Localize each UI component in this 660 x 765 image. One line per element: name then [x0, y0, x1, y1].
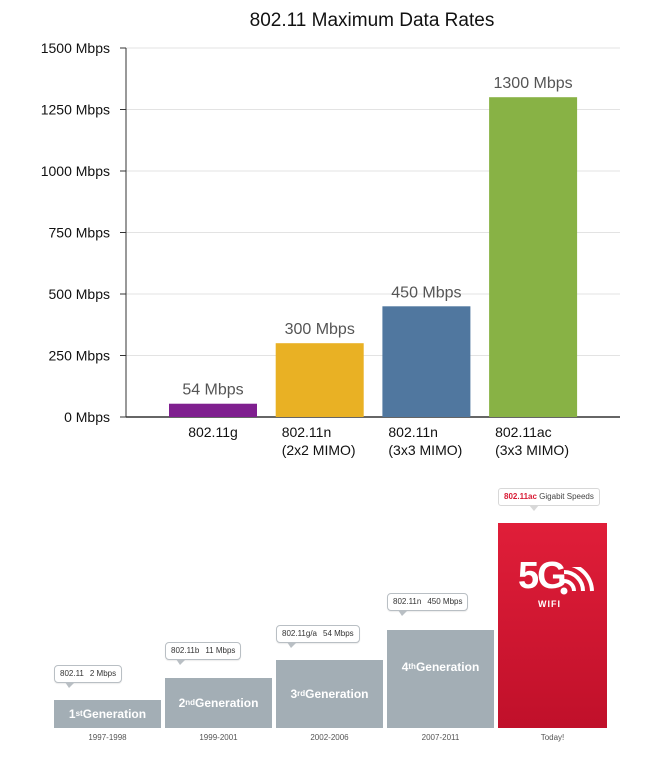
bubble-rate: 2 Mbps [89, 669, 117, 678]
wifi-signal-icon [560, 567, 594, 595]
today-block: 5G WIFI [498, 523, 607, 728]
generation-year-label: 1997-1998 [88, 733, 127, 742]
today-year-label: Today! [540, 733, 565, 742]
generation-ordinal-suffix: rd [297, 689, 306, 698]
bar [489, 97, 578, 417]
today-bubble-rate: Gigabit Speeds [539, 492, 594, 501]
bar-value-label: 300 Mbps [285, 321, 355, 338]
bubble-rate: 54 Mbps [323, 629, 354, 638]
generation-year-label: 1999-2001 [199, 733, 238, 742]
generation-speed-bubble: 802.11 2 Mbps [54, 665, 123, 688]
bubble-standard: 802.11g/a [282, 629, 317, 638]
y-tick-label: 500 Mbps [49, 286, 110, 302]
generation-number: 4 [401, 660, 409, 674]
x-category-label: (3x3 MIMO) [388, 442, 462, 458]
generation-word: Generation [195, 696, 259, 710]
y-tick-label: 750 Mbps [49, 225, 110, 241]
generation-word: Generation [82, 707, 147, 721]
data-rate-bar-chart: 802.11 Maximum Data Rates 0 Mbps 250 Mbps… [41, 10, 620, 458]
today-speed-bubble: 802.11ac Gigabit Speeds [498, 488, 600, 511]
5g-logo-wifi-text: WIFI [538, 599, 561, 609]
y-tick-label: 250 Mbps [49, 348, 110, 364]
generation-number: 3 [290, 687, 298, 701]
today-bubble-standard: 802.11ac [504, 492, 537, 501]
chart-title: 802.11 Maximum Data Rates [250, 10, 495, 31]
bar-value-label: 1300 Mbps [494, 75, 573, 92]
generation-speed-bubble: 802.11b 11 Mbps [165, 642, 242, 665]
generation-word: Generation [305, 687, 369, 701]
bar [275, 343, 364, 417]
y-tick-label: 1250 Mbps [41, 102, 110, 118]
bar-value-label: 54 Mbps [182, 382, 243, 399]
bar [169, 403, 257, 417]
bar [382, 306, 471, 417]
bubble-standard: 802.11n [393, 597, 422, 606]
y-tick-label: 1000 Mbps [41, 163, 110, 179]
generation-speed-bubble: 802.11n 450 Mbps [387, 593, 469, 616]
bubble-rate: 11 Mbps [205, 646, 236, 655]
5g-logo-text: 5G [518, 555, 567, 597]
generation-ordinal-suffix: nd [185, 698, 196, 707]
x-category-label: 802.11n [282, 424, 332, 440]
generation-number: 1 [68, 707, 76, 721]
bar-value-label: 450 Mbps [391, 284, 461, 301]
x-category-label: (3x3 MIMO) [495, 442, 569, 458]
x-category-label: 802.11g [188, 424, 238, 440]
generation-ordinal-suffix: st [75, 709, 83, 718]
y-tick-label: 1500 Mbps [41, 40, 110, 56]
x-category-label: 802.11n [388, 424, 438, 440]
generation-speed-bubble: 802.11g/a 54 Mbps [276, 625, 360, 648]
x-category-label: 802.11ac [495, 424, 552, 440]
generation-number: 2 [178, 696, 186, 710]
generation-year-label: 2007-2011 [421, 733, 460, 742]
bubble-rate: 450 Mbps [427, 597, 463, 606]
generation-year-label: 2002-2006 [310, 733, 349, 742]
generation-word: Generation [415, 660, 480, 674]
y-tick-label: 0 Mbps [64, 409, 110, 425]
generation-ordinal-suffix: th [408, 662, 416, 671]
x-category-label: (2x2 MIMO) [282, 442, 356, 458]
bubble-standard: 802.11 [60, 669, 84, 678]
bubble-standard: 802.11b [171, 646, 200, 655]
